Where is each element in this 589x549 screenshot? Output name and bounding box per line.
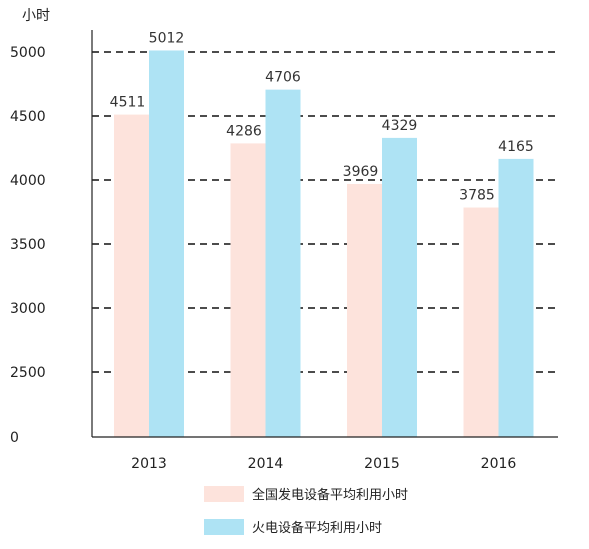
x-tick-label-2016: 2016 bbox=[481, 456, 517, 472]
bar-national-2013 bbox=[114, 114, 149, 437]
y-tick-label: 0 bbox=[10, 430, 19, 446]
y-tick-label: 4000 bbox=[10, 173, 46, 189]
y-tick-label: 5000 bbox=[10, 45, 46, 61]
y-tick-labels: 0 2500 3000 3500 4000 4500 5000 bbox=[10, 45, 46, 446]
bar-thermal-2013 bbox=[149, 50, 184, 438]
y-tick-label: 3000 bbox=[10, 301, 46, 317]
data-label-national-2013: 4511 bbox=[110, 95, 146, 111]
y-tick-label: 4500 bbox=[10, 109, 46, 125]
y-tick-label: 3500 bbox=[10, 237, 46, 253]
data-label-thermal-2014: 4706 bbox=[265, 70, 301, 86]
y-tick-label: 2500 bbox=[10, 365, 46, 381]
x-tick-label-2015: 2015 bbox=[364, 456, 400, 472]
data-label-national-2016: 3785 bbox=[459, 188, 495, 204]
legend-swatch-national bbox=[204, 486, 244, 502]
legend-swatch-thermal bbox=[204, 519, 244, 535]
bar-thermal-2016 bbox=[498, 158, 534, 437]
legend-label-national: 全国发电设备平均利用小时 bbox=[252, 487, 408, 503]
data-labels: 4511 5012 4286 4706 3969 4329 3785 4165 bbox=[110, 30, 534, 203]
y-unit-label: 小时 bbox=[22, 8, 50, 24]
legend-label-thermal: 火电设备平均利用小时 bbox=[252, 520, 382, 536]
bar-national-2014 bbox=[230, 143, 266, 437]
x-tick-label-2014: 2014 bbox=[248, 456, 284, 472]
x-tick-label-2013: 2013 bbox=[131, 456, 167, 472]
data-label-national-2015: 3969 bbox=[343, 164, 379, 180]
data-label-thermal-2015: 4329 bbox=[382, 118, 418, 134]
bar-national-2015 bbox=[347, 183, 382, 437]
bars bbox=[114, 50, 534, 438]
data-label-national-2014: 4286 bbox=[226, 123, 262, 139]
data-label-thermal-2013: 5012 bbox=[149, 30, 185, 46]
bar-thermal-2015 bbox=[382, 137, 417, 437]
bar-thermal-2014 bbox=[265, 89, 301, 437]
x-tick-labels: 2013 2014 2015 2016 bbox=[131, 456, 516, 472]
data-label-thermal-2016: 4165 bbox=[498, 139, 534, 155]
bar-national-2016 bbox=[463, 207, 499, 437]
